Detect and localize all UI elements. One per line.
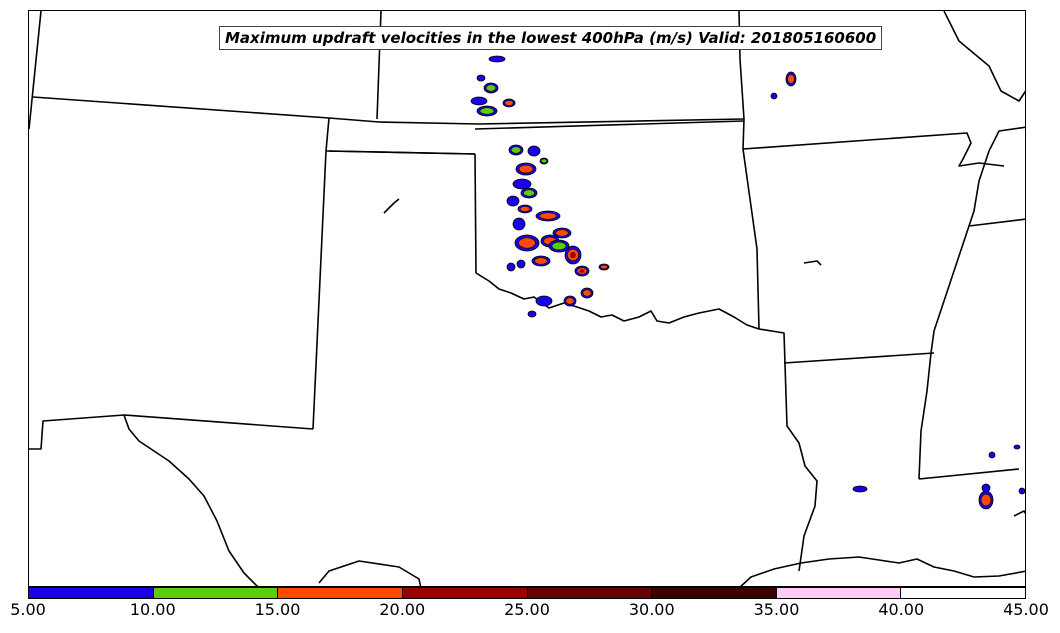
boundary-mississippi-river [918,126,1025,480]
colorbar-tick-label: 20.00 [379,600,426,619]
colorbar-tick-labels: 5.00 10.00 15.00 20.00 25.00 30.00 35.00 40.00 4… [0,600,1060,630]
colorbar-segment-7 [901,588,1025,598]
updraft-cell [527,310,537,318]
updraft-cell-core [565,297,575,305]
updraft-cell [506,262,516,272]
boundary-red-river [475,272,760,330]
boundary-tennessee [968,218,1025,227]
boundary-texas-louisiana [758,328,818,572]
updraft-cell-core [523,189,535,197]
boundary-colorado-west [29,11,42,130]
updraft-cell [988,451,996,459]
colorbar-segment-3 [402,588,528,598]
map-title: Maximum updraft velocities in the lowest… [219,26,883,50]
updraft-contours [470,55,1025,510]
boundary-newmexico-south [123,414,314,430]
lake-feature-1 [383,198,400,214]
updraft-cell-core [540,158,548,164]
colorbar-tick-label: 5.00 [10,600,46,619]
updraft-cell-core [518,237,536,249]
updraft-cell [488,55,506,63]
boundary-oklahoma-north [328,120,745,155]
boundary-colorado-north [32,96,330,119]
updraft-cell-core [518,164,534,174]
lake-feature-3 [318,560,422,586]
updraft-cell-core [551,241,567,251]
updraft-cell [770,92,778,100]
colorbar-segment-1 [153,588,279,598]
map-panel[interactable]: Maximum updraft velocities in the lowest… [28,10,1026,587]
colorbar [28,587,1026,599]
colorbar-segment-2 [278,588,403,598]
updraft-cell-core [534,257,548,265]
updraft-cell [527,145,541,157]
updraft-cell [506,195,520,207]
state-boundary-map [29,11,1025,586]
updraft-cell [852,485,868,493]
lake-feature-2 [803,260,822,266]
boundary-arkansas-louisiana [783,352,935,364]
updraft-cell [470,96,488,106]
boundary-oklahoma-east [742,148,760,330]
updraft-cell-core [539,212,557,220]
colorbar-segment-0 [29,588,154,598]
updraft-cell [1018,487,1025,495]
updraft-cell-core [485,84,497,92]
updraft-cell [476,74,486,82]
boundary-panhandle-east [474,153,477,274]
updraft-cell-core [980,493,992,507]
updraft-cell [535,295,553,307]
updraft-cell-core [600,264,608,270]
boundary-colorado-kansas [325,117,330,152]
boundary-kansas-north [328,117,745,125]
updraft-cell-core [510,146,522,154]
gulf-coastline [739,556,1025,586]
updraft-cell [981,483,991,493]
updraft-cell-core [582,289,592,297]
boundary-missouri-arkansas [742,132,1005,167]
colorbar-tick-label: 25.00 [504,600,550,619]
colorbar-tick-label: 15.00 [254,600,301,619]
colorbar-tick-label: 40.00 [878,600,925,619]
colorbar-tick-label: 45.00 [1003,600,1049,619]
updraft-cell-core [555,229,569,237]
colorbar-segment-5 [652,588,777,598]
colorbar-segment-6 [776,588,902,598]
updraft-cell [512,217,526,231]
updraft-cell [512,178,532,190]
updraft-cell [1013,444,1021,450]
boundary-louisiana-south [918,468,1020,480]
colorbar-segment-4 [527,588,653,598]
updraft-cell-core [519,206,531,212]
boundary-texas-rio-grande [29,414,259,586]
updraft-cell-peak [570,251,576,259]
colorbar-tick-label: 35.00 [753,600,800,619]
boundary-newmexico-east [312,150,327,430]
colorbar-tick-label: 10.00 [129,600,176,619]
coastal-feature-4 [1013,510,1025,517]
boundary-iowa-illinois [943,11,1025,102]
updraft-cell-core [479,107,495,115]
updraft-cell-peak [579,269,585,273]
colorbar-tick-label: 30.00 [628,600,675,619]
updraft-cell-core [504,100,514,106]
updraft-cell-core [787,74,795,84]
updraft-cell [516,259,526,269]
